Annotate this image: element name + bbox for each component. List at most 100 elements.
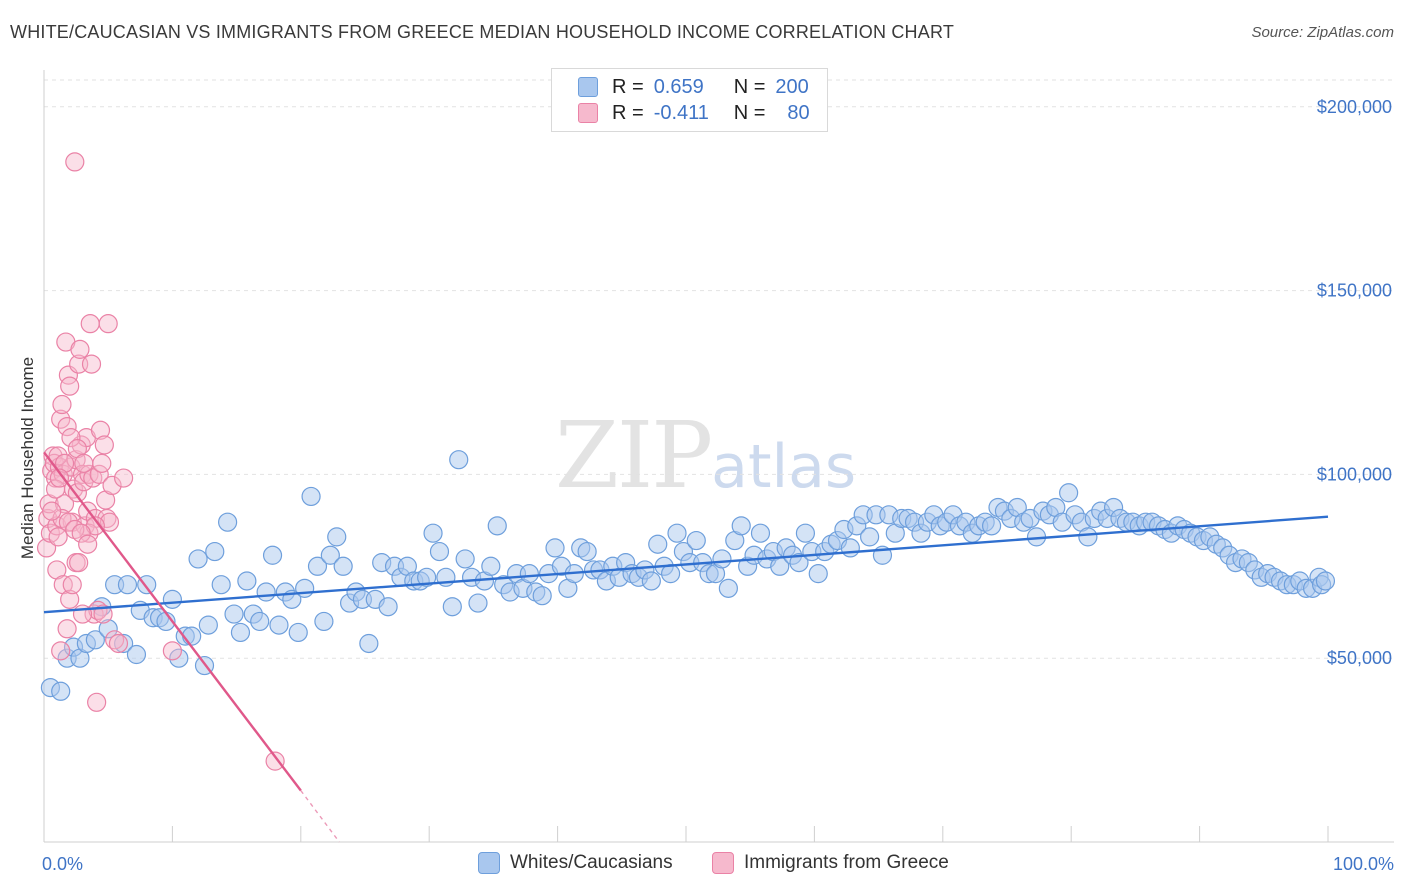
data-point-greece	[45, 479, 66, 499]
data-point-whites	[262, 545, 283, 565]
legend-row-greece: R = -0.411 N = 80	[578, 101, 810, 125]
data-point-whites	[487, 516, 507, 536]
data-point-greece	[81, 354, 102, 374]
data-point-whites	[314, 611, 334, 632]
data-point-whites	[117, 575, 138, 595]
data-point-greece	[92, 453, 112, 473]
watermark-zip: ZIP	[555, 402, 713, 509]
legend-n-value: 80	[787, 101, 810, 124]
data-point-greece	[88, 600, 108, 621]
data-point-greece	[65, 152, 85, 172]
legend-r-value: 0.659	[653, 75, 704, 98]
legend-swatch-whites	[578, 77, 598, 97]
data-point-whites	[378, 597, 398, 617]
data-point-greece	[48, 446, 68, 466]
data-point-greece	[105, 630, 125, 650]
data-point-greece	[57, 619, 77, 639]
legend-swatch-greece	[578, 103, 598, 123]
data-point-whites	[51, 681, 71, 701]
bottom-legend-greece[interactable]: Immigrants from Greece	[712, 852, 949, 874]
data-point-whites	[211, 575, 231, 595]
legend-n-value: 200	[775, 75, 809, 98]
data-point-greece	[36, 538, 57, 558]
bottom-legend-whites[interactable]: Whites/Caucasians	[478, 852, 673, 874]
data-point-whites	[301, 486, 321, 507]
data-point-whites	[307, 556, 328, 576]
data-point-greece	[60, 589, 80, 609]
data-point-whites	[126, 644, 147, 665]
data-point-whites	[981, 516, 1002, 536]
data-point-whites	[327, 527, 347, 547]
data-point-whites	[481, 556, 501, 576]
trend-line-whites	[43, 515, 1329, 614]
legend-r-label: R =	[612, 101, 644, 124]
data-point-greece	[108, 633, 129, 654]
data-point-whites	[198, 615, 218, 635]
data-point-greece	[51, 641, 71, 661]
data-point-greece	[99, 512, 120, 532]
trend-line-greece	[43, 451, 302, 792]
bottom-legend-label: Immigrants from Greece	[744, 852, 949, 873]
data-point-greece	[79, 464, 99, 484]
data-point-whites	[218, 512, 238, 532]
data-point-whites	[660, 564, 681, 584]
data-point-greece	[60, 376, 80, 396]
data-point-whites	[686, 530, 706, 551]
data-point-whites	[641, 571, 661, 591]
data-point-greece	[57, 416, 77, 437]
data-point-whites	[795, 523, 816, 543]
data-point-whites	[1315, 571, 1336, 591]
data-point-greece	[83, 468, 103, 488]
data-point-whites	[230, 622, 251, 643]
data-point-whites	[808, 564, 828, 584]
trend-line-greece-extension	[300, 790, 340, 843]
x-tick-label: 100.0%	[1333, 854, 1394, 874]
data-point-whites	[359, 633, 379, 654]
data-point-greece	[42, 501, 62, 521]
data-point-greece	[48, 527, 68, 547]
data-point-greece	[94, 435, 114, 455]
data-point-whites	[269, 615, 289, 635]
data-point-whites	[169, 648, 189, 668]
data-point-whites	[519, 564, 539, 584]
data-point-whites	[333, 556, 353, 576]
trend-lines	[43, 451, 1329, 843]
tick-labels: $50,000 $100,000 $150,000 $200,000 0.0% 100.0…	[42, 97, 1394, 874]
data-point-whites	[85, 630, 105, 650]
data-point-whites	[455, 549, 475, 569]
data-point-greece	[54, 453, 75, 473]
data-point-whites	[237, 571, 257, 591]
data-point-whites	[449, 450, 469, 470]
data-point-whites	[162, 589, 182, 609]
legend-n-label: N =	[733, 75, 766, 98]
legend-n-label: N =	[733, 101, 766, 124]
data-point-whites	[718, 578, 738, 598]
series-greece-points	[36, 152, 285, 771]
data-point-greece	[70, 339, 90, 359]
data-point-greece	[49, 468, 70, 488]
legend-r-label: R =	[612, 75, 644, 98]
data-point-greece	[67, 483, 87, 503]
data-point-greece	[162, 641, 182, 661]
data-point-whites	[250, 611, 270, 632]
data-point-whites	[750, 523, 771, 543]
data-point-greece	[71, 523, 91, 543]
data-point-greece	[98, 314, 118, 334]
data-point-whites	[295, 578, 315, 598]
data-point-whites	[182, 626, 202, 646]
watermark-atlas: atlas	[711, 432, 857, 502]
x-tick-label: 0.0%	[42, 854, 83, 874]
data-point-greece	[102, 475, 122, 496]
data-point-greece	[62, 575, 82, 595]
data-point-whites	[468, 593, 488, 613]
data-point-greece	[65, 519, 85, 540]
y-tick-label: $100,000	[1317, 464, 1392, 484]
axes	[43, 70, 1394, 843]
data-point-whites	[731, 516, 751, 536]
data-point-greece	[74, 453, 94, 473]
legend-row-whites: R = 0.659 N = 200	[578, 75, 809, 99]
bottom-legend-label: Whites/Caucasians	[510, 852, 673, 873]
data-point-whites	[648, 534, 668, 554]
data-point-whites	[860, 527, 880, 547]
data-point-whites	[429, 541, 450, 562]
